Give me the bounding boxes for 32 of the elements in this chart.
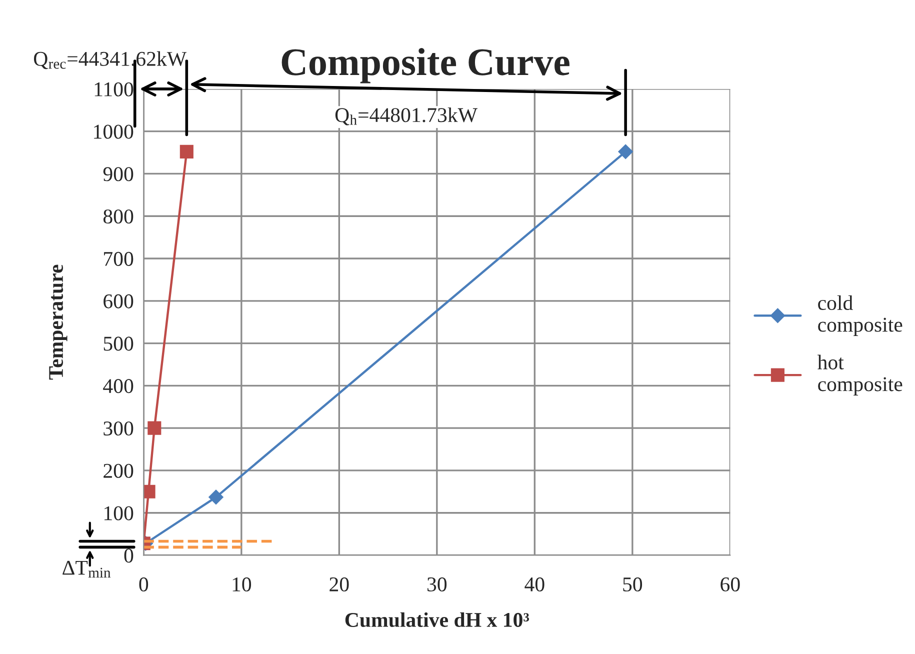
point	[148, 421, 162, 435]
y-tick-label: 500	[104, 336, 134, 351]
text: ΔT$_{min}$	[62, 560, 111, 578]
x-tick-label: 10	[232, 577, 252, 592]
y-tick-label: 300	[104, 421, 134, 436]
annotation: Q$_{h}$=44801.73kW	[335, 107, 478, 126]
y-tick-label: 1000	[94, 124, 134, 139]
y-tick-label: 900	[103, 167, 134, 182]
point	[618, 144, 633, 160]
x-tick-label: 20	[330, 577, 349, 592]
text: Q$_{rec}$=44341.62kW	[34, 51, 187, 70]
y-tick-label: 100	[104, 506, 134, 520]
y-tick-label: 400	[103, 379, 134, 394]
y-tick-label: 1100	[94, 82, 134, 96]
legend-label: hot composite	[817, 354, 902, 396]
point	[180, 144, 194, 158]
x-axis-title: Cumulative dH x 10³	[345, 612, 530, 628]
y-tick-label: 700	[104, 252, 134, 266]
x-tick-label: 50	[623, 577, 642, 592]
y-tick-label: 600	[104, 294, 134, 308]
point	[144, 484, 156, 498]
y-tick-label: 200	[104, 464, 134, 478]
y-tick-label: 0	[124, 548, 134, 563]
x-tick-label: 60	[720, 577, 740, 592]
x-tick-label: 30	[427, 577, 447, 592]
x-tick-label: 0	[139, 577, 148, 592]
y-tick-label: 800	[103, 209, 134, 224]
point	[208, 490, 224, 505]
x-tick-label: 40	[524, 577, 544, 592]
legend-label: cold composite	[818, 295, 902, 336]
y-axis-title: Temperature	[49, 264, 68, 380]
chart-title: Composite Curve	[282, 48, 570, 84]
